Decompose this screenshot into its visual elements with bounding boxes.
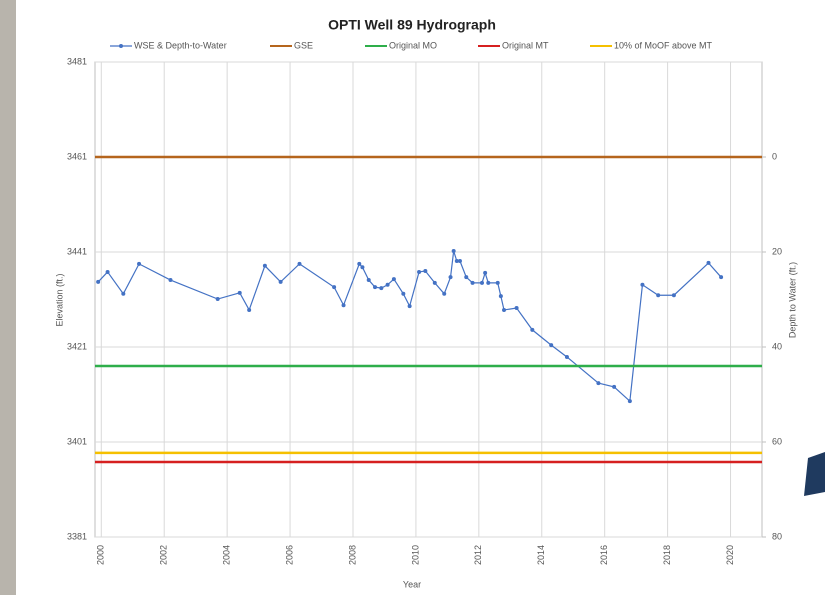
data-point [401,291,406,296]
data-point [464,275,469,280]
data-point [719,275,724,280]
y-axis-label: Elevation (ft.) [54,273,64,326]
legend-label: WSE & Depth-to-Water [134,40,227,50]
data-point [656,293,661,298]
data-point [423,269,428,273]
x-tick-label: 2008 [347,545,357,565]
x-tick-label: 2012 [473,545,483,565]
data-point [671,293,676,298]
legend-marker [119,44,123,48]
data-point [451,249,456,254]
data-point [498,294,503,299]
y2-axis-label: Depth to Water (ft.) [787,262,797,338]
y-tick-label: 3421 [67,341,87,351]
decor-shape [804,452,825,496]
data-point [486,280,491,285]
data-point [121,291,126,296]
legend-label: Original MT [502,40,549,50]
data-point [237,290,242,295]
x-tick-label: 2020 [725,545,735,565]
data-point [391,277,396,282]
data-point [596,381,601,386]
data-point [514,306,519,311]
data-point [502,307,507,312]
data-point [627,399,632,404]
x-tick-label: 2010 [410,545,420,565]
data-point [483,270,488,275]
y2-tick-label: 40 [772,341,782,351]
x-tick-label: 2006 [284,545,294,565]
y2-tick-label: 60 [772,436,782,446]
y2-tick-label: 80 [772,531,782,541]
data-point [640,282,645,287]
data-point [247,307,252,312]
data-point [278,279,283,284]
data-point [341,303,346,308]
texture-strip [0,0,16,595]
data-point [105,269,110,274]
x-tick-label: 2016 [599,545,609,565]
y2-tick-label: 0 [772,151,777,161]
data-point [262,263,267,268]
data-point [479,280,484,285]
data-point [96,279,101,284]
data-point [530,327,535,332]
legend-label: 10% of MoOF above MT [614,40,713,50]
x-tick-label: 2014 [536,545,546,565]
x-tick-label: 2018 [662,545,672,565]
data-point [495,280,500,285]
data-point [457,259,462,264]
legend-label: Original MO [389,40,437,50]
data-point [470,280,475,285]
data-point [373,285,378,290]
y-tick-label: 3401 [67,436,87,446]
data-point [215,297,220,302]
data-point [297,261,302,266]
y-tick-label: 3441 [67,246,87,256]
legend-label: GSE [294,40,313,50]
x-tick-label: 2000 [96,545,106,565]
data-point [137,261,142,266]
data-point [407,304,412,309]
data-point [366,278,371,283]
data-point [385,282,390,287]
data-point [357,261,362,266]
data-point [564,354,569,359]
data-point [168,278,173,283]
data-point [360,265,365,270]
data-line [97,250,722,403]
data-point [549,343,554,348]
chart-title: OPTI Well 89 Hydrograph [328,17,496,33]
data-point [706,260,711,265]
y-tick-label: 3381 [67,531,87,541]
data-point [432,280,437,285]
x-tick-label: 2002 [159,545,169,565]
x-axis-label: Year [403,579,421,589]
data-point [448,275,453,280]
y-tick-label: 3481 [67,56,87,66]
data-point [332,285,337,290]
data-point [612,384,617,389]
data-point [454,259,459,264]
data-point [417,269,422,274]
x-tick-label: 2004 [222,545,232,565]
y-tick-label: 3461 [67,151,87,161]
y2-tick-label: 20 [772,246,782,256]
data-point [379,286,384,291]
data-point [442,291,447,296]
